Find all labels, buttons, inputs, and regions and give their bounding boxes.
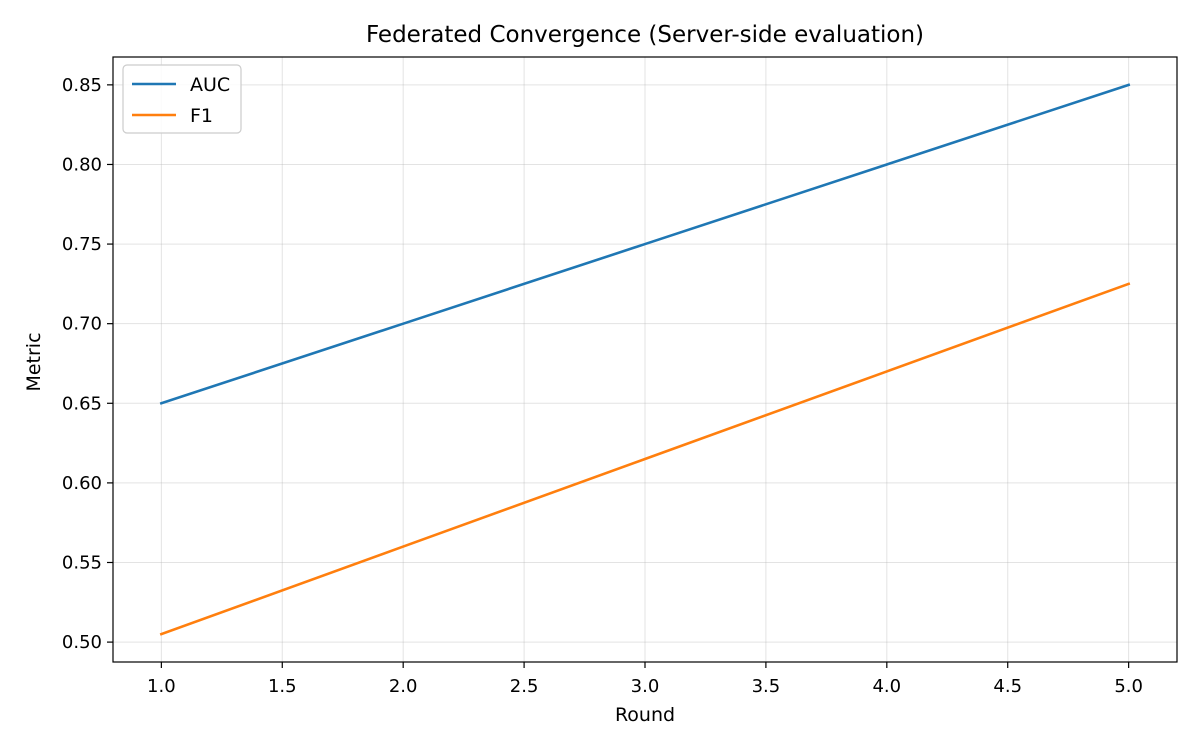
- legend: AUC F1: [122, 64, 242, 134]
- x-tick-label: 1.0: [147, 676, 176, 697]
- y-tick-label: 0.55: [62, 552, 102, 573]
- y-tick-label: 0.85: [62, 75, 102, 96]
- x-axis-title: Round: [615, 704, 675, 726]
- series-line-f1: [159, 282, 1131, 636]
- y-tick-label: 0.70: [62, 314, 102, 335]
- y-tick-label: 0.80: [62, 154, 102, 175]
- x-tick-label: 4.0: [872, 676, 901, 697]
- series-line-auc: [159, 83, 1131, 405]
- y-tick-label: 0.50: [62, 632, 102, 653]
- legend-label-auc: AUC: [190, 74, 230, 96]
- y-tick-label: 0.60: [62, 473, 102, 494]
- x-tick-label: 4.5: [993, 676, 1022, 697]
- y-tick-label: 0.75: [62, 234, 102, 255]
- series-lines: [159, 83, 1131, 636]
- y-axis-title: Metric: [23, 332, 45, 391]
- x-tick-label: 3.5: [752, 676, 781, 697]
- x-tick-label: 2.0: [389, 676, 418, 697]
- x-tick-label: 1.5: [268, 676, 297, 697]
- y-tick-label: 0.65: [62, 393, 102, 414]
- x-tick-label: 2.5: [510, 676, 539, 697]
- chart-title: Federated Convergence (Server-side evalu…: [366, 22, 924, 48]
- axis-ticks: 1.0 1.5 2.0 2.5 3.0 3.5 4.0 4.5 5.0 0.50 0.55 0.60 0…: [62, 75, 1143, 697]
- x-tick-label: 3.0: [631, 676, 660, 697]
- x-tick-label: 5.0: [1114, 676, 1143, 697]
- legend-label-f1: F1: [190, 105, 213, 127]
